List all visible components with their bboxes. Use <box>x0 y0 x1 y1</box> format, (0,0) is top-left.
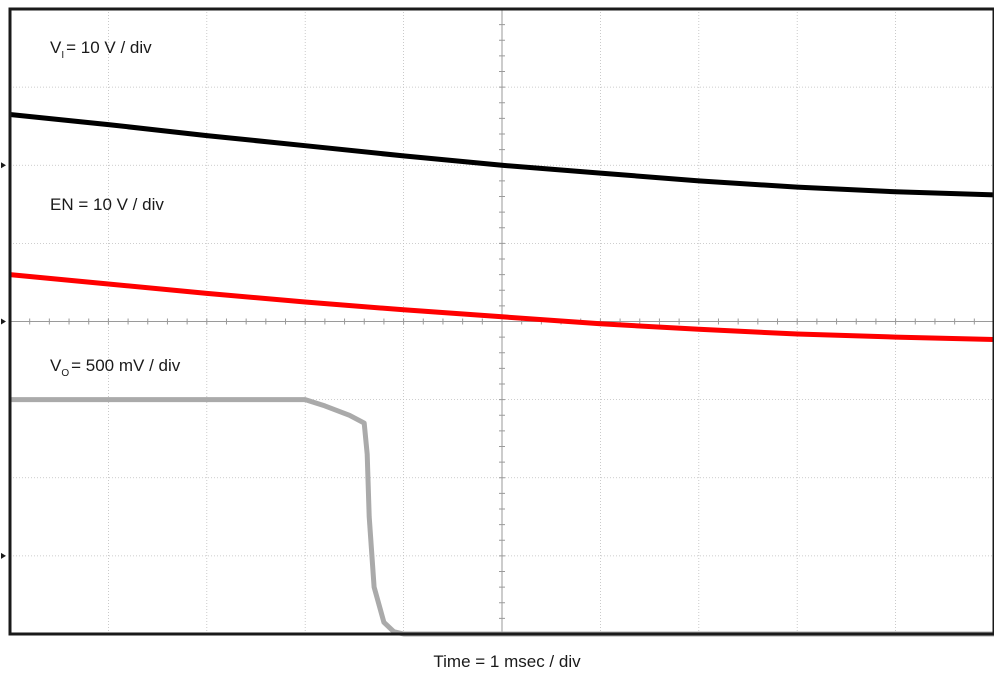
trace-2-point <box>392 630 395 633</box>
series-label-vo-rest: = 500 mV / div <box>71 356 181 375</box>
trace-0-point <box>796 185 799 189</box>
plot-frame <box>8 7 994 636</box>
series-label-en: EN = 10 V / div <box>50 195 164 214</box>
grid <box>9 8 994 635</box>
trace-2-point <box>323 404 327 408</box>
trace-1-point <box>500 315 504 318</box>
ground-markers <box>1 162 6 559</box>
trace-0-point <box>304 144 307 147</box>
series-label-vi-rest: = 10 V / div <box>66 38 152 57</box>
trace-0-point <box>599 171 602 175</box>
trace-0-point <box>205 134 208 137</box>
trace-2-point <box>304 398 307 401</box>
trace-0-point <box>402 154 405 158</box>
trace-0-point <box>500 164 504 167</box>
trace-1-point <box>894 335 897 339</box>
series-label-vi-main: V <box>50 38 62 57</box>
trace-1-point <box>796 332 799 336</box>
series-label-vo: VO = 500 mV / div <box>50 356 181 379</box>
ground-marker-1 <box>1 318 6 325</box>
trace-2-point <box>368 515 371 518</box>
trace-1-point <box>205 292 208 295</box>
trace-1-point <box>304 300 307 304</box>
trace-2-point <box>363 421 366 425</box>
ground-marker-0 <box>1 162 6 169</box>
trace-2-point <box>205 398 208 401</box>
series-label-vo-sub: O <box>61 368 69 379</box>
trace-0-point <box>107 123 110 126</box>
trace-2-point <box>107 398 110 401</box>
trace-1-point <box>107 282 110 286</box>
trace-0-point <box>697 179 700 183</box>
trace-1-point <box>697 328 700 331</box>
series-label-vo-main: V <box>50 356 62 375</box>
trace-2-point <box>372 585 376 589</box>
series-label-vi-sub: I <box>61 50 64 61</box>
trace-1-point <box>402 308 405 311</box>
series-label-vi: VI = 10 V / div <box>50 38 152 61</box>
trace-1-point <box>599 322 602 325</box>
x-axis-label: Time = 1 msec / div <box>433 652 581 671</box>
trace-2-point <box>382 621 386 624</box>
ground-marker-2 <box>1 552 6 559</box>
trace-2-point <box>348 414 351 417</box>
trace-2-point <box>366 453 369 456</box>
trace-0-point <box>894 190 897 193</box>
